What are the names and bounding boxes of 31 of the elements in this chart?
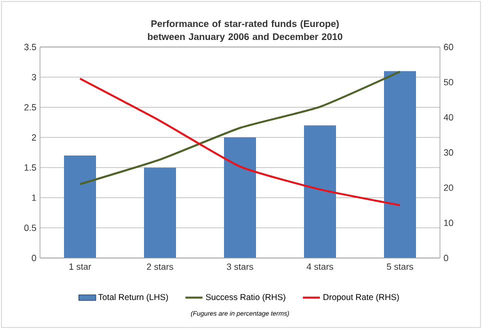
bar (384, 71, 416, 258)
legend-label: Dropout Rate (RHS) (324, 294, 399, 302)
bar (144, 168, 176, 258)
legend-label: Total Return (LHS) (98, 294, 168, 302)
y-tick-label: 3.5 (24, 44, 36, 50)
x-tick-label: 5 stars (386, 264, 414, 270)
y2-tick-label: 30 (444, 149, 454, 156)
y2-tick-label: 10 (444, 220, 454, 226)
y-tick-label: 0.5 (24, 224, 36, 232)
y-tick-label: 2.5 (24, 104, 36, 110)
x-tick-label: 3 stars (226, 264, 254, 270)
y-tick-label: 1 (32, 194, 36, 201)
y2-tick-label: 20 (444, 184, 454, 191)
y2-tick-label: 40 (444, 114, 454, 121)
bar (304, 125, 336, 258)
y-tick-label: 0 (32, 254, 36, 262)
x-tick-label: 1 star (69, 264, 92, 270)
y-tick-label: 2 (32, 134, 36, 141)
y2-tick-label: 60 (444, 44, 454, 50)
legend-label: Success Ratio (RHS) (206, 294, 286, 302)
bar (224, 137, 256, 258)
x-tick-label: 2 stars (146, 264, 174, 270)
chart-title: Performance of star-rated funds (Europe) between January 2006 and December 2010 (148, 20, 342, 42)
bar (64, 156, 96, 258)
y-tick-label: 1.5 (24, 164, 36, 171)
line-series (79, 70, 401, 186)
y2-tick-label: 0 (444, 254, 448, 262)
y2-tick-label: 50 (444, 78, 454, 86)
line-series (79, 78, 401, 206)
x-tick-label: 4 stars (306, 264, 334, 270)
y-tick-label: 3 (32, 74, 36, 80)
